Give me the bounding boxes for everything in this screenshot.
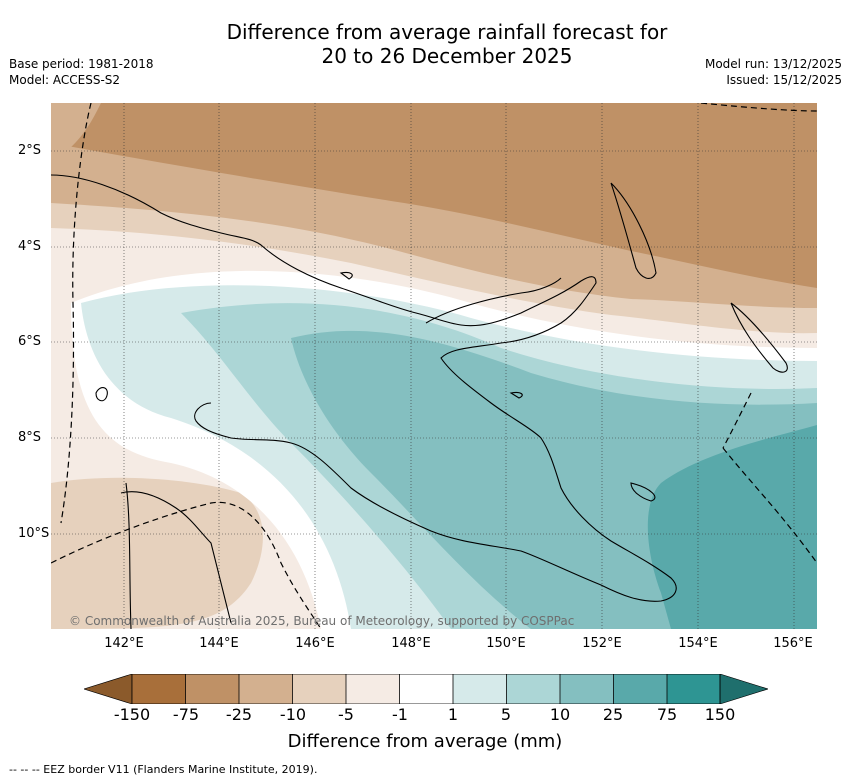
cb-label-10: 10 <box>549 705 571 724</box>
manus-island <box>339 271 353 280</box>
cb-label-neg1: -1 <box>392 705 408 724</box>
lon-tick-156e: 156°E <box>773 636 813 651</box>
lat-tick-6s: 6°S <box>18 334 42 349</box>
cb-label-75: 75 <box>656 705 678 724</box>
louisiade <box>630 482 656 502</box>
title-line-1: Difference from average rainfall forecas… <box>226 20 668 44</box>
new-guinea-coast <box>51 174 677 602</box>
zone-sw-dry <box>51 477 263 629</box>
meta-left: Base period: 1981-2018 Model: ACCESS-S2 <box>9 56 154 88</box>
lon-tick-148e: 148°E <box>391 636 431 651</box>
cb-label-150: 150 <box>704 705 736 724</box>
bougainville <box>730 302 788 373</box>
colorbar-cell <box>132 674 186 704</box>
trobriand <box>509 391 523 399</box>
eez-footnote: -- -- -- EEZ border V11 (Flanders Marine… <box>9 763 318 776</box>
zone-nw-dark <box>51 103 101 163</box>
colorbar-cell <box>506 674 560 704</box>
zone-north-dark <box>51 103 817 288</box>
colorbar-arrow-right <box>719 674 768 704</box>
lon-tick-154e: 154°E <box>678 636 718 651</box>
model-run: Model run: 13/12/2025 <box>704 57 842 71</box>
lat-tick-2s: 2°S <box>18 143 42 158</box>
lon-tick-142e: 142°E <box>104 636 144 651</box>
title-line-2: 20 to 26 December 2025 <box>321 44 573 68</box>
model-name: Model: ACCESS-S2 <box>9 73 121 87</box>
colorbar-cell <box>613 674 667 704</box>
colorbar-cell <box>185 674 239 704</box>
colorbar-cell <box>399 674 453 704</box>
colorbar-cell <box>292 674 346 704</box>
lon-tick-150e: 150°E <box>486 636 526 651</box>
cb-label-5: 5 <box>500 705 512 724</box>
copyright-notice: © Commonwealth of Australia 2025, Bureau… <box>69 614 575 628</box>
cb-label-25: 25 <box>602 705 624 724</box>
cb-label-neg5: -5 <box>338 705 354 724</box>
colorbar-cell <box>560 674 614 704</box>
australia-north <box>120 491 232 624</box>
lat-tick-10s: 10°S <box>18 526 50 541</box>
lon-tick-152e: 152°E <box>582 636 622 651</box>
colorbar-cell <box>667 674 720 704</box>
aru-island <box>95 387 108 402</box>
cb-label-neg10: -10 <box>279 705 307 724</box>
colorbar <box>84 674 768 704</box>
map-title: Difference from average rainfall forecas… <box>0 20 850 68</box>
coastlines <box>51 174 788 629</box>
issued-date: Issued: 15/12/2025 <box>726 73 842 87</box>
lat-tick-4s: 4°S <box>18 239 42 254</box>
cape-york <box>125 482 132 629</box>
colorbar-cell <box>239 674 293 704</box>
cb-label-neg25: -25 <box>225 705 253 724</box>
colorbar-title: Difference from average (mm) <box>287 731 563 752</box>
meta-right: Model run: 13/12/2025 Issued: 15/12/2025 <box>705 56 842 88</box>
graticule <box>51 103 817 629</box>
colorbar-cell <box>346 674 400 704</box>
colorbar-arrow-left <box>84 674 133 704</box>
lat-tick-8s: 8°S <box>18 430 42 445</box>
lon-tick-146e: 146°E <box>295 636 335 651</box>
lon-tick-144e: 144°E <box>199 636 239 651</box>
cb-label-1: 1 <box>447 705 459 724</box>
base-period: Base period: 1981-2018 <box>9 57 154 71</box>
zone-wet-4 <box>647 425 817 629</box>
new-ireland <box>610 182 657 279</box>
new-britain <box>425 277 562 324</box>
cb-label-neg150: -150 <box>113 705 151 724</box>
eez-borders <box>51 103 817 629</box>
colorbar-cell <box>453 674 507 704</box>
rainfall-map <box>51 103 817 629</box>
cb-label-neg75: -75 <box>172 705 200 724</box>
